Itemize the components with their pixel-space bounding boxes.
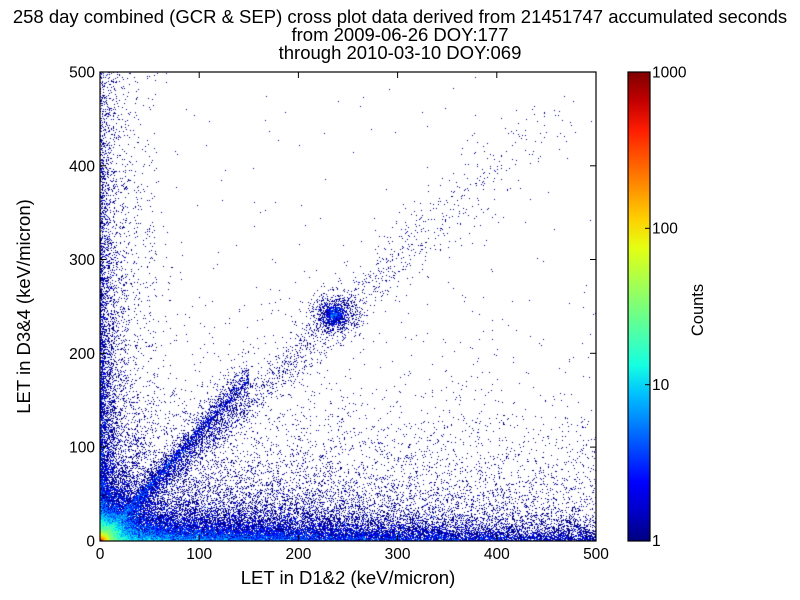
svg-text:500: 500 <box>583 546 609 563</box>
svg-text:LET in D1&2 (keV/micron): LET in D1&2 (keV/micron) <box>241 567 456 588</box>
svg-text:1000: 1000 <box>652 65 687 82</box>
svg-text:1: 1 <box>652 533 661 550</box>
svg-text:300: 300 <box>385 546 411 563</box>
svg-text:200: 200 <box>285 546 311 563</box>
svg-text:300: 300 <box>69 252 95 269</box>
svg-text:100: 100 <box>69 440 95 457</box>
svg-text:100: 100 <box>652 221 678 238</box>
svg-text:400: 400 <box>484 546 510 563</box>
svg-text:Counts: Counts <box>689 284 707 336</box>
svg-text:0: 0 <box>86 534 95 551</box>
svg-text:100: 100 <box>186 546 212 563</box>
svg-text:0: 0 <box>96 546 105 563</box>
svg-text:LET in D3&4 (keV/micron): LET in D3&4 (keV/micron) <box>13 199 34 414</box>
svg-text:200: 200 <box>69 346 95 363</box>
svg-text:500: 500 <box>69 65 95 82</box>
svg-text:400: 400 <box>69 158 95 175</box>
svg-text:10: 10 <box>652 377 670 394</box>
